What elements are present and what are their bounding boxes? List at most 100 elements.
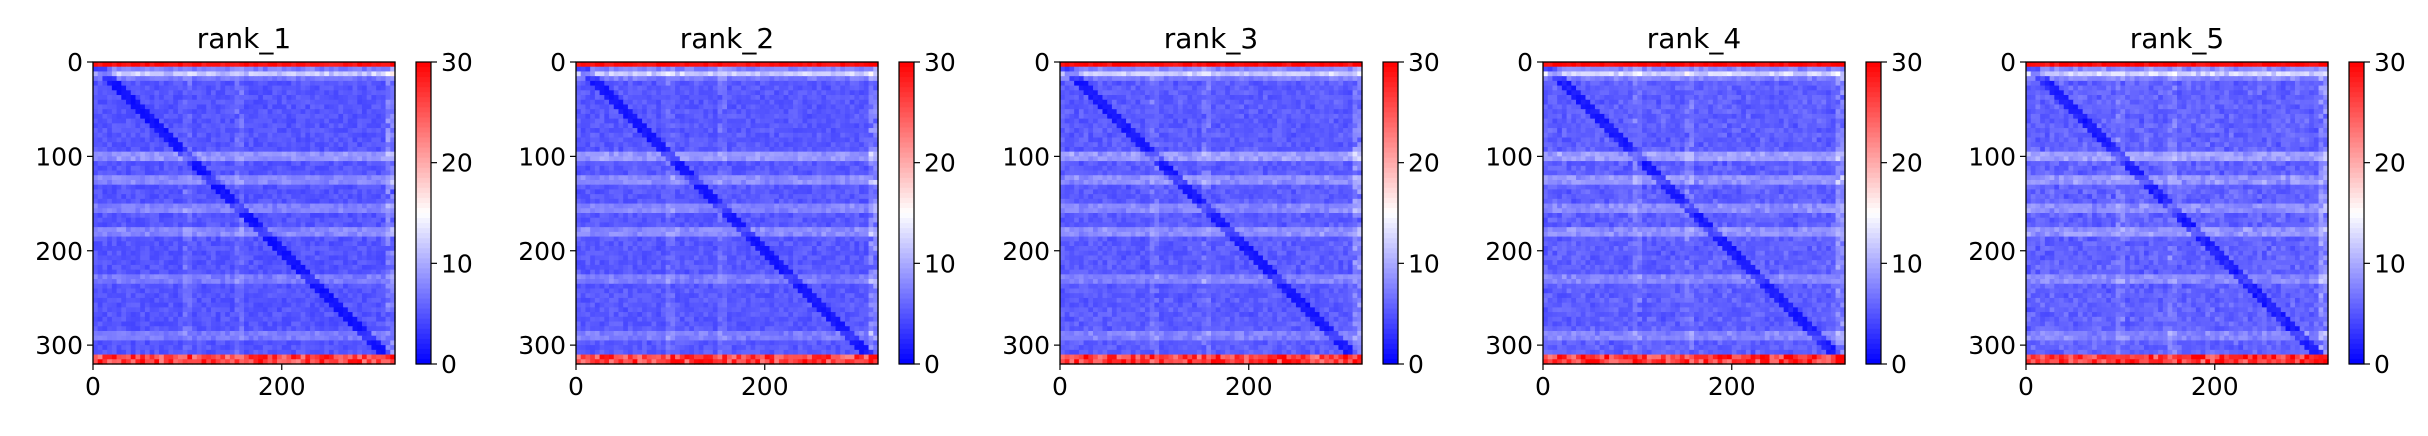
heatmap-cell <box>154 270 159 275</box>
heatmap-cell <box>367 152 372 157</box>
heatmap-cell <box>652 76 657 81</box>
heatmap-cell <box>343 326 348 331</box>
heatmap-cell <box>244 298 249 303</box>
heatmap-cell <box>272 133 277 138</box>
heatmap-cell <box>353 104 358 109</box>
heatmap-cell <box>192 340 197 345</box>
heatmap-cell <box>305 355 310 360</box>
heatmap-cell <box>320 152 325 157</box>
heatmap-cell <box>310 331 315 336</box>
heatmap-cell <box>656 95 661 100</box>
heatmap-cell <box>656 104 661 109</box>
heatmap-cell <box>202 100 207 105</box>
heatmap-cell <box>305 293 310 298</box>
heatmap-cell <box>216 355 221 360</box>
heatmap-cell <box>595 62 600 67</box>
heatmap-cell <box>126 142 131 147</box>
heatmap-cell <box>357 199 362 204</box>
heatmap-cell <box>329 138 334 143</box>
heatmap-cell <box>376 326 381 331</box>
heatmap-cell <box>272 76 277 81</box>
heatmap-cell <box>140 336 145 341</box>
heatmap-cell <box>291 156 296 161</box>
heatmap-cell <box>117 232 122 237</box>
heatmap-cell <box>386 312 391 317</box>
heatmap-cell <box>272 265 277 270</box>
heatmap-cell <box>112 119 117 124</box>
heatmap-cell <box>301 260 306 265</box>
heatmap-cell <box>135 161 140 166</box>
heatmap-cell <box>173 279 178 284</box>
heatmap-cell <box>381 189 386 194</box>
heatmap-cell <box>178 95 183 100</box>
heatmap-cell <box>338 331 343 336</box>
heatmap-cell <box>98 303 103 308</box>
heatmap-cell <box>131 251 136 256</box>
heatmap-cell <box>206 180 211 185</box>
heatmap-cell <box>755 95 760 100</box>
heatmap-cell <box>371 213 376 218</box>
heatmap-cell <box>320 156 325 161</box>
heatmap-cell <box>376 180 381 185</box>
heatmap-cell <box>315 270 320 275</box>
heatmap-cell <box>755 62 760 67</box>
heatmap-cell <box>741 114 746 119</box>
heatmap-cell <box>817 86 822 91</box>
heatmap-cell <box>93 232 98 237</box>
heatmap-cell <box>305 331 310 336</box>
heatmap-cell <box>348 355 353 360</box>
heatmap-cell <box>381 303 386 308</box>
heatmap-cell <box>315 185 320 190</box>
heatmap-cell <box>121 123 126 128</box>
heatmap-cell <box>581 95 586 100</box>
heatmap-cell <box>235 312 240 317</box>
heatmap-cell <box>183 208 188 213</box>
heatmap-cell <box>183 114 188 119</box>
heatmap-cell <box>310 251 315 256</box>
heatmap-cell <box>291 62 296 67</box>
heatmap-cell <box>803 109 808 114</box>
heatmap-cell <box>145 123 150 128</box>
heatmap-cell <box>301 114 306 119</box>
heatmap-cell <box>239 227 244 232</box>
heatmap-cell <box>386 76 391 81</box>
heatmap-cell <box>183 312 188 317</box>
heatmap-cell <box>272 123 277 128</box>
heatmap-cell <box>282 317 287 322</box>
heatmap-cell <box>211 213 216 218</box>
heatmap-cell <box>343 298 348 303</box>
heatmap-cell <box>371 289 376 294</box>
heatmap-cell <box>362 331 367 336</box>
heatmap-cell <box>296 322 301 327</box>
heatmap-cell <box>859 104 864 109</box>
heatmap-cell <box>343 119 348 124</box>
heatmap-cell <box>268 208 273 213</box>
heatmap-cell <box>376 350 381 355</box>
heatmap-cell <box>140 175 145 180</box>
heatmap-cell <box>807 90 812 95</box>
heatmap-cell <box>173 317 178 322</box>
heatmap-cell <box>173 76 178 81</box>
heatmap-cell <box>576 81 581 86</box>
heatmap-cell <box>746 95 751 100</box>
heatmap-cell <box>324 123 329 128</box>
heatmap-cell <box>305 204 310 209</box>
heatmap-cell <box>708 109 713 114</box>
heatmap-cell <box>675 86 680 91</box>
heatmap-cell <box>211 86 216 91</box>
heatmap-cell <box>225 204 230 209</box>
heatmap-cell <box>131 317 136 322</box>
heatmap-cell <box>244 67 249 72</box>
heatmap-cell <box>263 237 268 242</box>
heatmap-cell <box>244 322 249 327</box>
heatmap-cell <box>320 237 325 242</box>
heatmap-cell <box>145 138 150 143</box>
heatmap-cell <box>187 213 192 218</box>
heatmap-cell <box>126 227 131 232</box>
heatmap-cell <box>263 166 268 171</box>
heatmap-cell <box>310 95 315 100</box>
heatmap-cell <box>159 104 164 109</box>
heatmap-cell <box>376 156 381 161</box>
heatmap-cell <box>371 119 376 124</box>
heatmap-cell <box>301 199 306 204</box>
